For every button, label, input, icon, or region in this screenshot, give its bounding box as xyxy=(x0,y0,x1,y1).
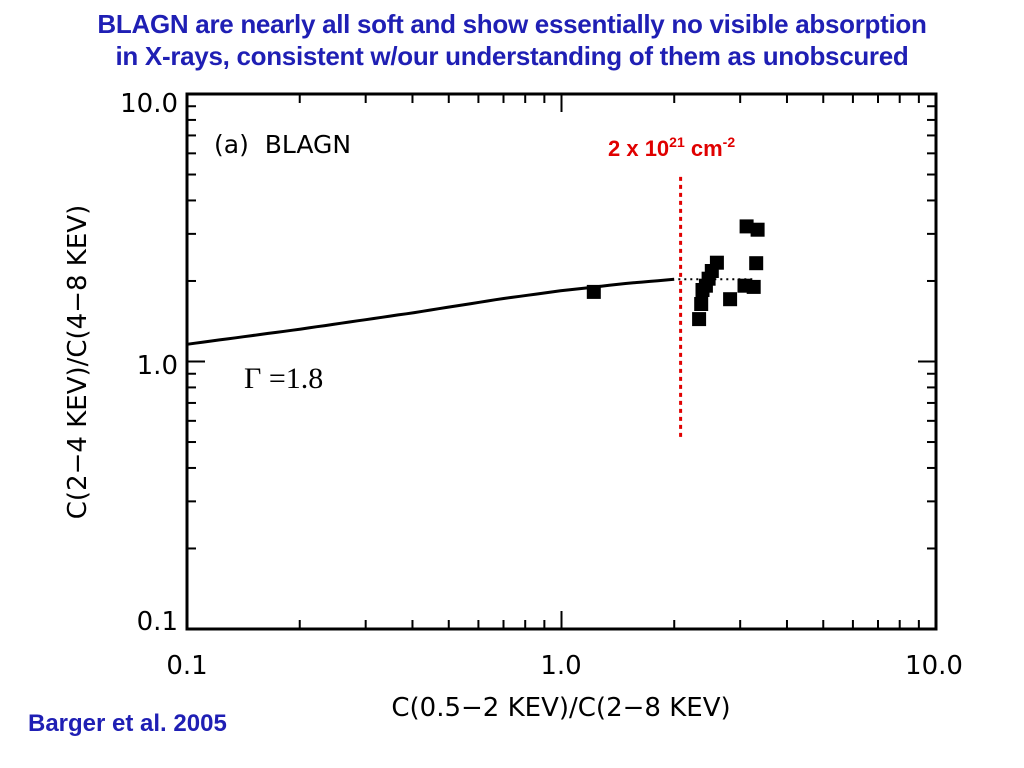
data-point-1 xyxy=(586,284,601,299)
citation: Barger et al. 2005 xyxy=(28,710,227,737)
data-point-11 xyxy=(739,219,754,234)
x-axis-title: C(0.5−2 KEV)/C(2−8 KEV) xyxy=(391,693,730,723)
data-point-3 xyxy=(694,297,709,311)
slide-title: BLAGN are nearly all soft and show essen… xyxy=(0,8,1024,72)
x-tick-label-1: 1.0 xyxy=(540,651,581,681)
slide-title-line-1: BLAGN are nearly all soft and show essen… xyxy=(97,9,927,39)
y-tick-label-1: 1.0 xyxy=(137,351,178,381)
y-axis-title: C(2−4 KEV)/C(4−8 KEV) xyxy=(63,205,93,519)
x-tick-label-10: 10.0 xyxy=(905,651,963,681)
data-point-14 xyxy=(749,256,764,271)
absorption-threshold-label: 2 x 1021 cm-2 xyxy=(608,134,735,161)
data-points xyxy=(586,219,765,327)
data-point-13 xyxy=(750,222,765,237)
y-tick-label-0-1: 0.1 xyxy=(137,607,178,637)
slide-title-line-2: in X-rays, consistent w/our understandin… xyxy=(115,41,909,71)
gamma-1-8-curve xyxy=(186,277,675,346)
x-tick-label-0-1: 0.1 xyxy=(166,651,207,681)
data-point-8 xyxy=(709,255,724,270)
data-point-2 xyxy=(692,312,707,327)
data-point-12 xyxy=(746,279,761,294)
gamma-label: Γ =1.8 xyxy=(244,362,323,395)
tick-marks xyxy=(186,93,937,630)
y-tick-label-10: 10.0 xyxy=(120,89,178,119)
panel-label: (a) BLAGN xyxy=(214,130,351,159)
data-point-9 xyxy=(723,292,738,307)
